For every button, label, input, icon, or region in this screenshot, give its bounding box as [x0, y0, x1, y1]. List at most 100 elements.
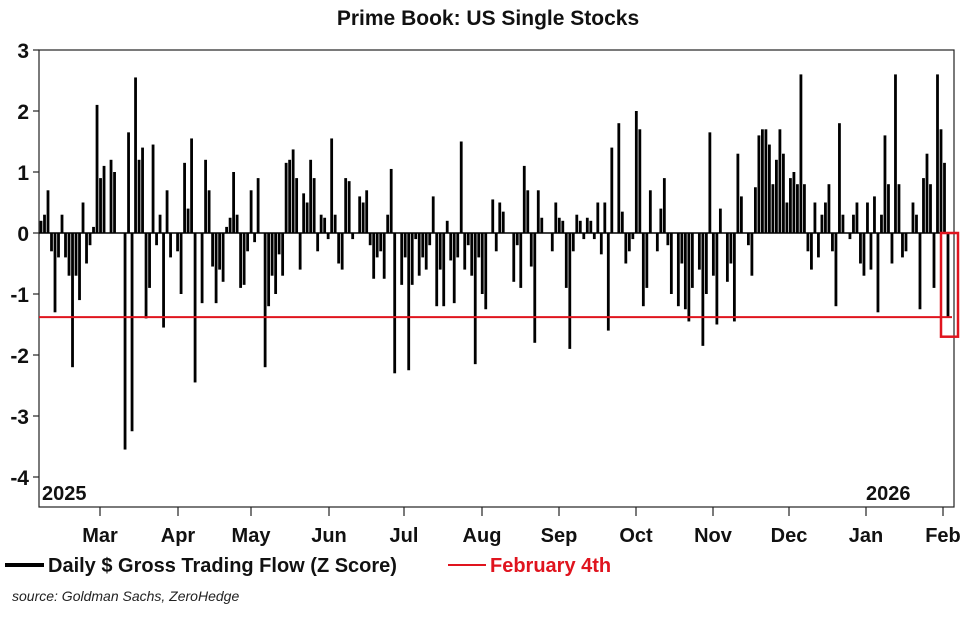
bar	[880, 214, 883, 233]
bar	[64, 233, 67, 258]
bar	[806, 233, 810, 252]
bar	[918, 233, 922, 310]
bar	[876, 233, 880, 313]
bar	[522, 165, 526, 233]
bar	[883, 135, 887, 233]
x-tick-label-sep: Sep	[541, 525, 578, 547]
bar	[715, 233, 719, 325]
bar	[463, 233, 467, 270]
bar	[680, 233, 684, 264]
bar	[554, 202, 558, 233]
bar	[445, 220, 449, 233]
x-tick-label-dec: Dec	[771, 525, 808, 547]
bar	[859, 233, 862, 264]
bar	[848, 233, 852, 240]
bar	[757, 135, 761, 233]
bar	[533, 233, 537, 343]
bar	[309, 159, 313, 233]
bar	[225, 226, 229, 233]
bar	[578, 220, 582, 233]
bar	[810, 233, 813, 270]
bar	[302, 193, 306, 233]
bar	[267, 233, 271, 307]
bar	[186, 208, 190, 233]
bar	[46, 190, 50, 233]
bar	[284, 162, 288, 233]
bar	[179, 233, 183, 294]
bar	[134, 77, 137, 233]
bar	[326, 233, 330, 240]
y-tick-label: 0	[17, 223, 29, 246]
bar	[753, 187, 757, 233]
bar	[666, 233, 670, 246]
bar	[204, 159, 207, 233]
bar	[473, 233, 477, 365]
bar	[137, 159, 141, 233]
bar	[81, 202, 85, 233]
bar	[274, 233, 278, 294]
bar	[764, 129, 768, 233]
bar	[648, 190, 652, 233]
bar	[50, 233, 53, 252]
bar	[480, 233, 484, 294]
bar	[428, 233, 432, 246]
bar	[785, 202, 789, 233]
bar	[57, 233, 60, 258]
bar	[690, 233, 694, 288]
bar	[939, 129, 943, 233]
bar	[894, 74, 897, 234]
bar	[43, 214, 46, 233]
bar	[901, 233, 904, 258]
bar	[291, 149, 295, 233]
bar	[852, 214, 855, 233]
bar	[789, 178, 792, 233]
latest-value-highlight-box	[939, 231, 960, 338]
bar	[319, 214, 323, 233]
bar	[638, 129, 642, 233]
year-label-2026: 2026	[866, 483, 911, 505]
bar	[109, 159, 113, 233]
bar	[669, 233, 673, 294]
bar	[866, 202, 869, 233]
y-tick-label: -4	[10, 467, 29, 490]
bar	[379, 233, 383, 252]
bar	[624, 233, 628, 264]
bar	[862, 233, 866, 276]
y-tick-label: -3	[10, 406, 29, 429]
bar	[347, 181, 351, 233]
bar	[582, 233, 586, 240]
bar	[60, 214, 64, 233]
bar	[645, 233, 649, 288]
bar	[155, 233, 158, 246]
bar	[701, 233, 705, 346]
bar	[193, 233, 197, 383]
x-tick-label-apr: Apr	[161, 525, 196, 547]
bar	[820, 214, 824, 233]
bar	[929, 184, 932, 233]
x-tick-label-jan: Jan	[849, 525, 883, 547]
bar	[676, 233, 680, 307]
legend-label-feb4: February 4th	[490, 555, 611, 577]
bar	[711, 233, 715, 276]
bar	[596, 202, 600, 233]
bar	[869, 233, 873, 270]
bar	[571, 233, 575, 252]
bar	[771, 184, 775, 233]
bar	[932, 233, 936, 288]
bar	[123, 233, 127, 450]
bar	[512, 233, 516, 282]
legend-label-flow: Daily $ Gross Trading Flow (Z Score)	[48, 555, 397, 577]
bar	[312, 178, 316, 233]
y-tick-label: -1	[10, 284, 29, 307]
bars-group	[39, 74, 950, 450]
bar	[305, 202, 309, 233]
bar	[515, 233, 519, 246]
bar	[634, 111, 638, 233]
bar	[53, 233, 57, 313]
bar	[337, 233, 341, 264]
bar	[459, 141, 463, 233]
bar	[295, 178, 299, 233]
bar	[561, 220, 565, 233]
bar	[424, 233, 428, 270]
bar	[78, 233, 81, 301]
